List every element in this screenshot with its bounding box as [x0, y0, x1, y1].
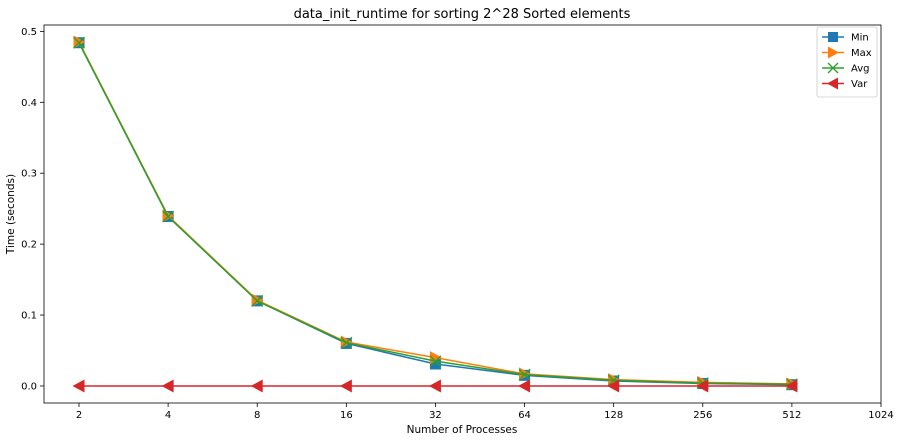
y-tick-label: 0.3 — [21, 169, 37, 180]
data-point-avg — [251, 294, 264, 307]
y-tick-label: 0.2 — [21, 240, 37, 251]
x-tick-label: 8 — [254, 410, 260, 421]
data-point-avg — [73, 36, 85, 49]
x-tick-label: 2 — [76, 410, 82, 421]
y-tick-label: 0.0 — [21, 381, 37, 392]
data-point-avg — [429, 355, 442, 368]
x-tick-label: 256 — [693, 410, 712, 421]
data-point-var — [161, 379, 174, 393]
legend-marker-var — [827, 77, 838, 90]
legend-marker-min — [828, 32, 838, 42]
x-tick-label: 64 — [518, 410, 531, 421]
x-tick-label: 32 — [429, 410, 442, 421]
data-point-var — [518, 379, 531, 393]
legend: Min Max Avg Var — [816, 26, 878, 98]
data-point-var — [607, 379, 620, 393]
x-tick-label: 4 — [165, 410, 171, 421]
x-axis-label: Number of Processes — [407, 424, 518, 436]
series-line-avg — [78, 42, 792, 385]
series-line-max — [78, 41, 792, 385]
data-point-avg — [518, 368, 531, 381]
data-point-var — [785, 379, 798, 393]
chart-title: data_init_runtime for sorting 2^28 Sorte… — [294, 7, 631, 22]
plot-frame — [43, 24, 882, 404]
data-point-avg — [340, 336, 353, 349]
y-tick-label: 0.5 — [21, 27, 37, 38]
data-point-var — [250, 379, 263, 393]
x-tick-label: 16 — [340, 410, 353, 421]
x-tick-label: 128 — [604, 410, 623, 421]
data-point-var — [428, 379, 441, 393]
data-point-avg — [162, 210, 175, 223]
series-line-min — [78, 42, 792, 386]
legend-label-avg: Avg — [851, 64, 870, 75]
x-tick-label: 1024 — [868, 410, 893, 421]
legend-marker-avg — [827, 62, 839, 74]
data-point-var — [339, 379, 352, 393]
data-point-var — [72, 379, 85, 393]
plot-area: 2 4 8 16 32 64 128 256 512 1024 0.0 0.1 0.2 0.3 0.4 0.5 — [21, 24, 894, 421]
data-point-var — [696, 379, 709, 393]
x-tick-label: 512 — [782, 410, 801, 421]
legend-label-min: Min — [851, 33, 869, 44]
legend-label-max: Max — [851, 48, 872, 59]
y-axis-label: Time (seconds) — [5, 174, 17, 255]
y-tick-label: 0.1 — [21, 311, 37, 322]
data-point-min — [429, 358, 441, 370]
legend-label-var: Var — [851, 79, 868, 90]
y-tick-label: 0.4 — [21, 98, 37, 109]
legend-box — [816, 26, 878, 98]
legend-marker-max — [828, 46, 839, 59]
